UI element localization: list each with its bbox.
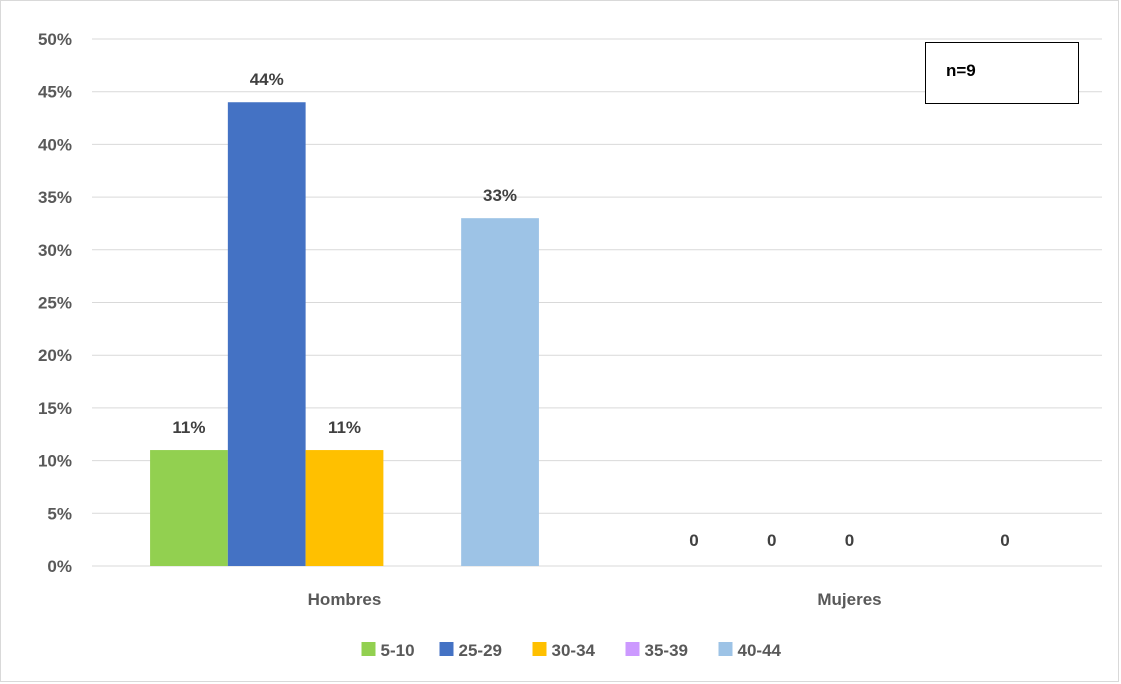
y-tick-label: 50% [38,30,72,49]
legend-swatch [625,642,640,656]
legend-label: 35-39 [645,641,688,660]
y-tick-label: 40% [38,135,72,154]
y-tick-label: 20% [38,346,72,365]
data-label: 11% [328,418,361,437]
y-tick-label: 30% [38,241,72,260]
bar-30-34-Hombres [305,450,384,566]
bars [150,102,539,567]
y-tick-label: 10% [38,452,72,471]
data-label: 0 [767,531,776,550]
bar-5-10-Hombres [150,450,228,566]
x-category-label: Mujeres [817,590,881,609]
y-tick-label: 45% [38,83,72,102]
legend-swatch [439,642,454,656]
y-tick-label: 25% [38,294,72,313]
y-axis-ticks: 0% 5% 10% 15% 20% 25% 30% 35% 40% 45% 50% [38,30,72,576]
sample-size-label: n=9 [946,61,976,80]
data-label: 0 [845,531,854,550]
y-tick-label: 0% [47,557,72,576]
bar-40-44-Hombres [461,218,539,566]
legend-swatch [718,642,733,656]
data-labels: 11% 44% 11% 33% 0 0 0 0 [172,70,1009,550]
y-tick-label: 5% [47,504,72,523]
legend-label: 5-10 [381,641,415,660]
legend-label: 30-34 [552,641,596,660]
y-tick-label: 35% [38,188,72,207]
data-label: 33% [483,186,517,205]
data-label: 0 [689,531,698,550]
legend-label: 25-29 [459,641,502,660]
sample-size-box: n=9 [925,42,1079,104]
legend: 5-10 25-29 30-34 35-39 40-44 [361,641,782,660]
data-label: 11% [172,418,205,437]
bar-25-29-Hombres [227,102,306,567]
data-label: 44% [250,70,284,89]
legend-label: 40-44 [738,641,782,660]
x-axis-categories: Hombres Mujeres [308,590,882,609]
legend-swatch [361,642,376,656]
x-category-label: Hombres [308,590,382,609]
y-tick-label: 15% [38,399,72,418]
data-label: 0 [1000,531,1009,550]
legend-swatch [532,642,547,656]
